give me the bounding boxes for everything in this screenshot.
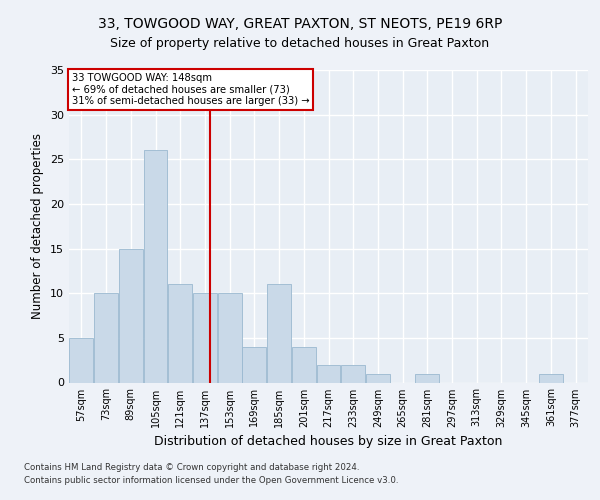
Bar (193, 293, 217, 382)
Bar (218, 293, 242, 382)
Bar (168, 284, 192, 382)
Bar (292, 347, 316, 382)
Text: Size of property relative to detached houses in Great Paxton: Size of property relative to detached ho… (110, 38, 490, 51)
Text: 33, TOWGOOD WAY, GREAT PAXTON, ST NEOTS, PE19 6RP: 33, TOWGOOD WAY, GREAT PAXTON, ST NEOTS,… (98, 18, 502, 32)
Bar (242, 347, 266, 382)
Bar (143, 150, 167, 382)
Bar (70, 338, 94, 382)
Text: 33 TOWGOOD WAY: 148sqm
← 69% of detached houses are smaller (73)
31% of semi-det: 33 TOWGOOD WAY: 148sqm ← 69% of detached… (71, 73, 309, 106)
Bar (415, 374, 439, 382)
Bar (119, 248, 143, 382)
Bar (341, 364, 365, 382)
X-axis label: Distribution of detached houses by size in Great Paxton: Distribution of detached houses by size … (154, 435, 503, 448)
Y-axis label: Number of detached properties: Number of detached properties (31, 133, 44, 320)
Bar (539, 374, 563, 382)
Text: Contains HM Land Registry data © Crown copyright and database right 2024.: Contains HM Land Registry data © Crown c… (24, 462, 359, 471)
Bar (94, 293, 118, 382)
Bar (317, 364, 340, 382)
Bar (267, 284, 291, 382)
Bar (366, 374, 390, 382)
Text: Contains public sector information licensed under the Open Government Licence v3: Contains public sector information licen… (24, 476, 398, 485)
